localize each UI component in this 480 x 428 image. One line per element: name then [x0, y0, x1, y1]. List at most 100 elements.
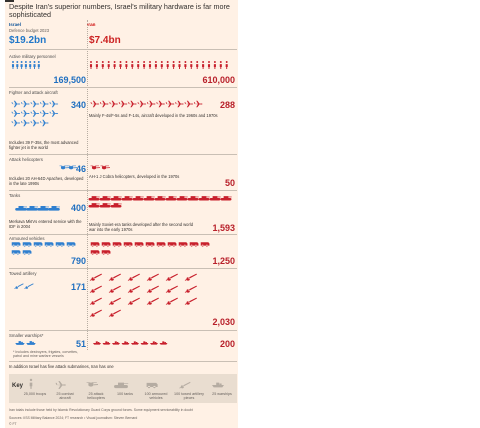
iran-tank-icon-68: [121, 196, 133, 201]
iran-aircraft-icon-53: [165, 100, 175, 108]
iran-personnel-icon-8: [95, 61, 98, 70]
israel-aircraft-icon-34: [40, 100, 49, 108]
israel-armoured-icon-85: [55, 242, 65, 247]
iran-personnel-icon-14: [131, 61, 134, 70]
iran-budget: $7.4bn: [89, 35, 121, 46]
iran-personnel-icon-18: [154, 61, 157, 70]
israel-budget: $19.2bn: [9, 35, 47, 46]
section-divider: [9, 49, 237, 50]
helicopters-iran-note: AH-1 J Cobra helicopters, developed in t…: [89, 174, 180, 179]
israel-tank-icon-64: [48, 206, 60, 211]
iran-artillery-icon-113: [146, 285, 159, 293]
helicopters-iran-value: 50: [224, 178, 235, 188]
iran-personnel-icon-15: [137, 61, 140, 70]
iran-tank-icon-80: [110, 203, 122, 208]
iran-personnel-icon-24: [190, 61, 193, 70]
infographic-card: Despite Iran's superior numbers, Israel'…: [5, 0, 238, 428]
iran-tank-icon-72: [165, 196, 177, 201]
iran-artillery-icon-111: [108, 285, 121, 293]
iran-armoured-icon-96: [167, 242, 177, 247]
iran-armoured-icon-99: [200, 242, 210, 247]
iran-personnel-icon-13: [125, 61, 128, 70]
iran-armoured-icon-89: [90, 242, 100, 247]
iran-personnel-icon-10: [107, 61, 110, 70]
israel-tank-icon-62: [26, 206, 38, 211]
iran-warship-icon-130: [131, 341, 139, 345]
iran-artillery-icon-115: [184, 285, 197, 293]
iran-artillery-icon-104: [89, 273, 102, 281]
iran-artillery-icon-122: [89, 309, 102, 317]
iran-tank-icon-75: [198, 196, 210, 201]
budget-label: Defence budget 2023: [9, 28, 50, 33]
iran-personnel-icon-20: [166, 61, 169, 70]
israel-armoured-icon-84: [44, 242, 54, 247]
iran-armoured-icon-98: [189, 242, 199, 247]
israel-label: Israel: [9, 22, 22, 27]
iran-aircraft-icon-52: [156, 100, 165, 108]
armoured-label: Armoured vehicles: [9, 236, 45, 241]
israel-personnel-icon-4: [29, 61, 32, 70]
key-tank-icon-137: [114, 382, 129, 389]
iran-personnel-icon-30: [225, 61, 228, 70]
iran-personnel-icon-28: [213, 61, 216, 70]
iran-armoured-icon-97: [178, 242, 188, 247]
key-item-warships: 25 warships: [212, 392, 232, 396]
helicopters-israel-value: 46: [75, 164, 86, 174]
tanks-israel-note: Merkava MkIVs entered service with the I…: [9, 219, 82, 229]
iran-label: Iran: [87, 22, 96, 27]
iran-armoured-icon-90: [101, 242, 111, 247]
aircraft-iran-note: Mainly F-4s/F-5s and F-14s, aircraft dev…: [89, 113, 218, 118]
iran-aircraft-icon-45: [90, 100, 100, 108]
artillery-label: Towed artillery: [9, 271, 37, 276]
iran-aircraft-icon-48: [118, 100, 128, 108]
israel-warship-icon-125: [26, 341, 36, 345]
iran-armoured-icon-100: [90, 250, 100, 255]
iran-personnel-icon-27: [207, 61, 211, 70]
iran-armoured-icon-94: [145, 242, 155, 247]
armoured-israel-value: 790: [70, 256, 86, 266]
iran-tank-icon-65: [88, 196, 100, 201]
iran-warship-icon-129: [121, 341, 130, 345]
iran-artillery-icon-107: [146, 273, 159, 281]
israel-artillery-icon-103: [24, 283, 34, 289]
israel-aircraft-icon-39: [40, 110, 49, 117]
israel-tank-icon-63: [37, 206, 49, 211]
israel-artillery-icon-102: [14, 283, 24, 289]
iran-armoured-icon-93: [134, 242, 144, 247]
israel-armoured-icon-81: [11, 242, 21, 247]
israel-armoured-icon-87: [11, 250, 21, 255]
iran-aircraft-icon-51: [146, 100, 156, 108]
iran-warship-icon-128: [112, 341, 120, 345]
iran-aircraft-icon-56: [193, 100, 203, 108]
israel-aircraft-icon-43: [30, 119, 40, 127]
key-artillery-icon-139: [179, 381, 191, 389]
iran-artillery-icon-117: [108, 297, 121, 305]
key-title: Key: [12, 383, 24, 389]
warships-israel-note: * Includes destroyers, frigates, corvett…: [13, 350, 78, 359]
israel-armoured-icon-83: [33, 242, 43, 247]
israel-personnel-icon-0: [11, 61, 15, 70]
key-ship-icon-140: [212, 382, 224, 388]
iran-artillery-icon-119: [146, 297, 159, 305]
iran-helicopter-icon-60: [100, 165, 110, 170]
key-item-artillery: 100 towed artillery pieces: [174, 392, 204, 401]
warships-israel-value: 51: [75, 339, 86, 349]
iran-personnel-icon-11: [113, 61, 116, 70]
section-divider: [9, 87, 237, 88]
israel-armoured-icon-82: [22, 242, 32, 247]
iran-artillery-icon-123: [108, 309, 121, 317]
iran-warship-icon-133: [159, 341, 168, 345]
iran-artillery-icon-112: [127, 285, 140, 293]
israel-personnel-icon-1: [16, 61, 19, 70]
iran-artillery-icon-114: [165, 285, 178, 293]
iran-personnel-icon-7: [89, 61, 93, 70]
iran-personnel-icon-25: [196, 61, 199, 70]
iran-personnel-icon-22: [178, 61, 181, 70]
warships-label: Smaller warships*: [9, 333, 44, 338]
israel-personnel-icon-2: [20, 61, 23, 70]
israel-aircraft-icon-40: [49, 110, 59, 117]
section-divider: [9, 330, 237, 331]
iran-personnel-icon-29: [219, 61, 222, 70]
aircraft-iran-value: 288: [219, 100, 235, 110]
iran-tank-icon-77: [220, 196, 232, 201]
